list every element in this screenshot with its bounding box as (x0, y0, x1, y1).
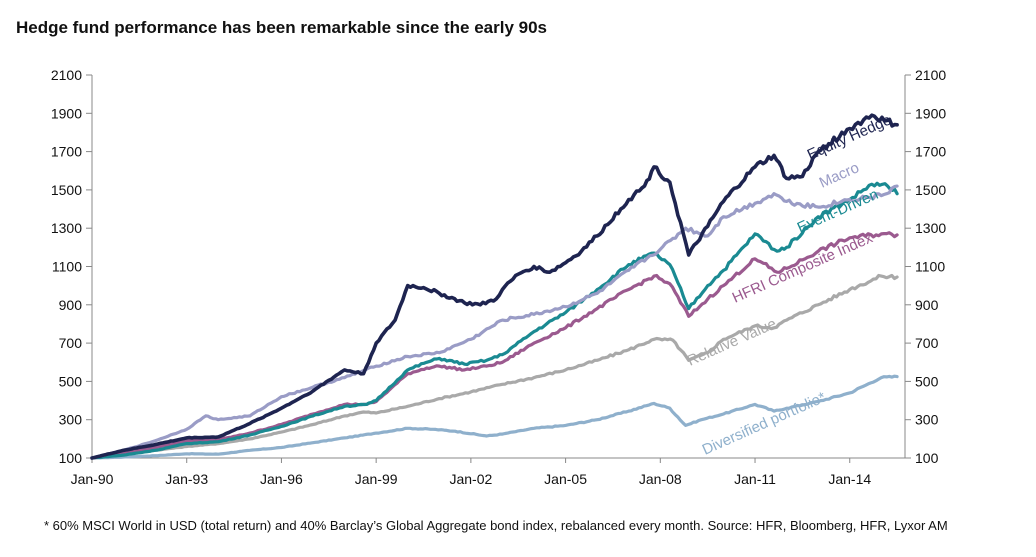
y-tick-label-right: 1500 (915, 182, 946, 198)
y-tick-label-right: 700 (915, 335, 939, 351)
x-tick-label: Jan-05 (544, 471, 587, 487)
y-tick-label-right: 900 (915, 297, 939, 313)
series-line-event-driven (90, 181, 899, 460)
series-line-relative-value (90, 273, 899, 460)
series-line-diversified-portfolio (90, 374, 899, 460)
chart-axes: 100 100 300 300 500 500 700 700 900 900 1100 1100 13… (51, 67, 947, 487)
y-tick-label-left: 1900 (51, 105, 82, 121)
y-tick-label-left: 900 (59, 297, 83, 313)
chart-series (90, 113, 899, 460)
y-tick-label-right: 1100 (915, 259, 945, 275)
y-tick-label-right: 1900 (915, 105, 946, 121)
series-label: Macro (817, 159, 862, 191)
x-tick-label: Jan-08 (639, 471, 682, 487)
series-label: HFRI Composite Index (730, 229, 876, 306)
y-tick-label-left: 1100 (52, 259, 82, 275)
footnote: * 60% MSCI World in USD (total return) a… (44, 518, 948, 533)
y-tick-label-left: 300 (59, 412, 83, 428)
x-tick-label: Jan-14 (828, 471, 871, 487)
y-tick-label-right: 500 (915, 373, 939, 389)
y-tick-label-left: 1300 (51, 220, 82, 236)
series-label: Relative Value (685, 315, 779, 369)
x-tick-label: Jan-99 (355, 471, 398, 487)
x-tick-label: Jan-11 (734, 471, 776, 487)
y-tick-label-left: 2100 (51, 67, 82, 83)
x-tick-label: Jan-96 (260, 471, 303, 487)
series-label: Equity Hedge (805, 111, 894, 163)
y-tick-label-right: 1700 (915, 144, 946, 160)
x-tick-label: Jan-90 (71, 471, 114, 487)
y-tick-label-left: 1500 (51, 182, 82, 198)
y-tick-label-right: 100 (915, 450, 939, 466)
y-tick-label-left: 100 (59, 450, 83, 466)
y-tick-label-right: 300 (915, 412, 939, 428)
y-tick-label-right: 1300 (915, 220, 946, 236)
series-label: Diversified portfolio* (700, 389, 829, 459)
y-tick-label-left: 500 (59, 373, 83, 389)
chart-title: Hedge fund performance has been remarkab… (16, 18, 547, 37)
series-line-hfri-composite-index (90, 231, 899, 460)
x-tick-label: Jan-02 (449, 471, 492, 487)
x-tick-label: Jan-93 (165, 471, 208, 487)
series-line-macro (90, 184, 899, 460)
y-tick-label-right: 2100 (915, 67, 946, 83)
series-line-equity-hedge (90, 113, 899, 460)
y-tick-label-left: 700 (59, 335, 83, 351)
y-tick-label-left: 1700 (51, 144, 82, 160)
